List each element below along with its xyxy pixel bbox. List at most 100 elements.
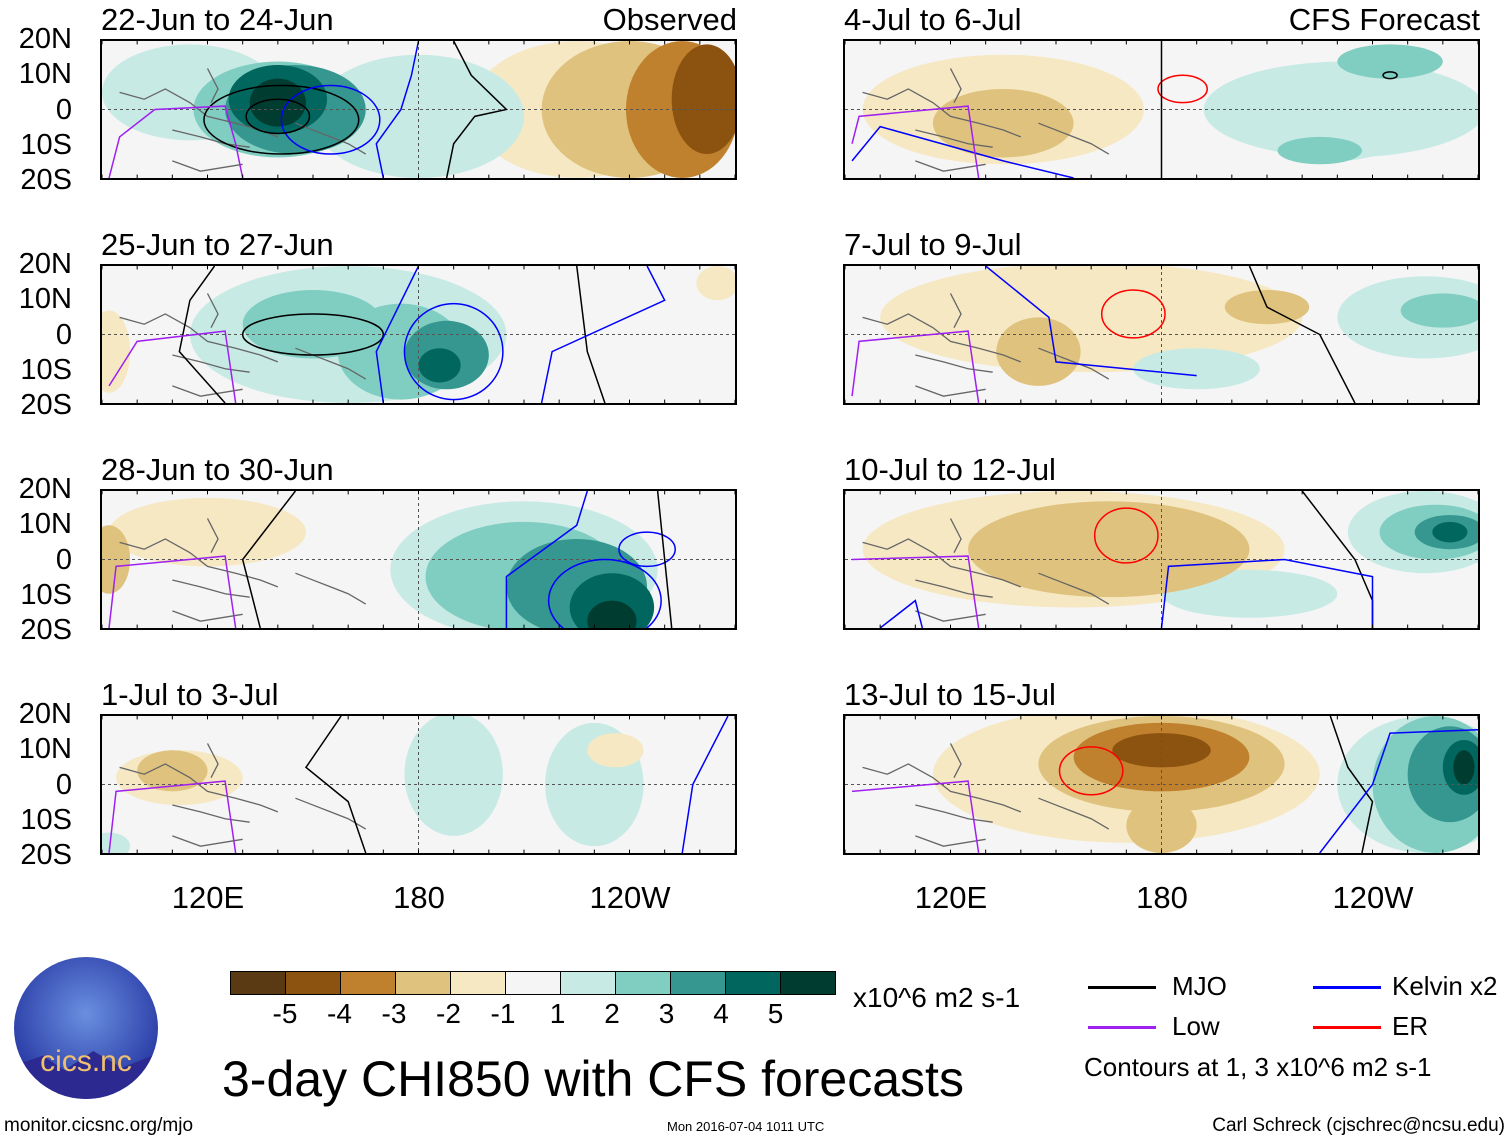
anomaly-shading (404, 716, 503, 836)
mjo-contour (1249, 266, 1355, 403)
kelvin-contour (682, 716, 728, 853)
anomaly-shading (1453, 750, 1475, 785)
er-legend-line (1313, 1026, 1381, 1029)
colorbar-tick: 3 (658, 998, 675, 1029)
mjo-contour (243, 491, 296, 628)
mjo-contour (1330, 716, 1372, 853)
colorbar-tick: -3 (381, 998, 407, 1029)
lat-label: 10N (18, 508, 72, 541)
lat-label: 20S (20, 164, 72, 196)
coastline (863, 68, 1109, 171)
kelvin-contour (281, 86, 379, 154)
kelvin-contour (506, 491, 587, 628)
colorbar-tick: 2 (604, 998, 620, 1029)
low-legend-line (1088, 1026, 1156, 1029)
coastline (863, 743, 1109, 846)
lon-label: 180 (393, 880, 445, 915)
observed-label: Observed (602, 2, 737, 37)
map-panel (100, 264, 737, 405)
panel-title: 13-Jul to 15-Jul (844, 677, 1056, 712)
lat-label: 20S (20, 389, 72, 421)
mjo-contour (577, 266, 605, 403)
panel-title: 28-Jun to 30-Jun (101, 452, 334, 487)
panel-title: 22-Jun to 24-Jun (101, 2, 334, 37)
lat-label: 10S (20, 128, 72, 161)
forecast-label: CFS Forecast (1288, 2, 1480, 37)
contours-note: Contours at 1, 3 x10^6 m2 s-1 (1084, 1052, 1432, 1082)
footer-timestamp: Mon 2016-07-04 1011 UTC (667, 1119, 825, 1134)
panel-title: 1-Jul to 3-Jul (101, 677, 279, 712)
cics-logo: cics.nc (14, 957, 158, 1099)
lat-label: 20N (18, 248, 72, 280)
colorbar-swatch (725, 971, 781, 995)
colorbar-tick: -1 (490, 998, 516, 1029)
lat-label: 10S (20, 353, 72, 386)
colorbar-swatch (780, 971, 836, 995)
er-contour (1102, 290, 1165, 338)
er-contour (1158, 75, 1207, 102)
anomaly-shading (1277, 136, 1362, 165)
low-contour (109, 556, 236, 628)
low-contour (109, 106, 243, 178)
mjo-legend-label: MJO (1172, 971, 1227, 1001)
colorbar-tick: 4 (713, 998, 729, 1029)
map-panel (843, 714, 1480, 855)
mjo-contour (447, 41, 507, 178)
low-contour (852, 331, 979, 403)
map-panel (843, 264, 1480, 405)
anomaly-shading (880, 266, 1303, 373)
figure-title: 3-day CHI850 with CFS forecasts (222, 1051, 964, 1107)
kelvin-contour (986, 266, 1197, 376)
logo-text: cics.nc (40, 1045, 132, 1078)
colorbar-tick: 5 (767, 998, 784, 1029)
kelvin-contour (376, 266, 418, 403)
low-legend-label: Low (1172, 1011, 1220, 1041)
panel-title: 4-Jul to 6-Jul (844, 2, 1022, 37)
low-contour (852, 106, 979, 178)
anomaly-shading (418, 348, 461, 383)
mjo-contour (658, 491, 672, 628)
panel-title: 10-Jul to 12-Jul (844, 452, 1056, 487)
anomaly-shading (137, 750, 208, 792)
coastline (120, 68, 366, 171)
map-panel (843, 39, 1480, 180)
lon-label: 120E (171, 880, 245, 915)
lat-label: 0 (55, 93, 72, 126)
colorbar-tick: -5 (272, 998, 298, 1029)
coastline (863, 518, 1109, 621)
er-legend-label: ER (1392, 1011, 1429, 1041)
colorbar-swatch (615, 971, 671, 995)
low-contour (109, 331, 236, 403)
er-contour (1095, 508, 1158, 563)
low-contour (852, 556, 979, 628)
anomaly-shading (109, 497, 306, 567)
kelvin-contour (1162, 560, 1373, 629)
anomaly-shading (102, 832, 131, 853)
anomaly-shading (996, 317, 1081, 386)
map-panel (843, 489, 1480, 630)
low-contour (109, 781, 236, 853)
lat-label: 0 (55, 543, 72, 576)
anomaly-shading (1400, 293, 1478, 328)
lon-label: 120W (589, 880, 671, 915)
lon-label: 120W (1332, 880, 1414, 915)
kelvin-contour (549, 560, 662, 629)
map-panel (100, 714, 737, 855)
anomaly-shading (1432, 521, 1468, 543)
lat-label: 10N (18, 58, 72, 91)
lat-label: 10S (20, 578, 72, 611)
low-contour (852, 781, 979, 853)
coastline (863, 293, 1109, 396)
anomaly-shading (1112, 733, 1211, 768)
colorbar-tick: 1 (549, 998, 566, 1029)
panel-title: 7-Jul to 9-Jul (844, 227, 1022, 262)
lat-label: 0 (55, 318, 72, 351)
colorbar-tick: -2 (436, 998, 461, 1029)
lat-label: 20N (18, 23, 72, 55)
mjo-contour (243, 314, 384, 355)
coastline (120, 518, 366, 621)
colorbar-swatch (560, 971, 616, 995)
anomaly-shading (696, 266, 735, 301)
lon-label: 120E (914, 880, 988, 915)
